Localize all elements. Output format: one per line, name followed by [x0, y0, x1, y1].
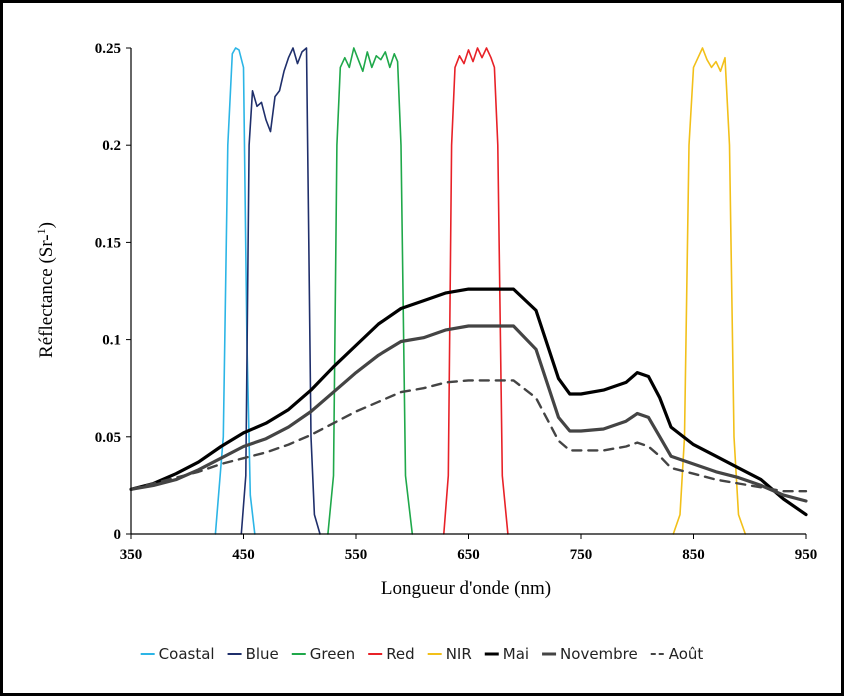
ticks: 350 450 550 650 750 850 950 0 0.05 0.1 0.15 0.2 0.25: [95, 41, 818, 563]
series-nir-line: [672, 47, 747, 535]
x-axis-title: Longueur d'onde (nm): [381, 578, 551, 599]
series-coastal-line: [214, 47, 256, 535]
legend-label-coastal: Coastal: [159, 645, 215, 663]
y-tick-label: 0.15: [95, 235, 121, 251]
y-tick-label: 0.1: [102, 333, 121, 349]
legend-label-mai: Mai: [503, 645, 529, 663]
y-axis-title-main: Réflectance (Sr-: [36, 234, 57, 358]
y-tick-label: 0: [114, 527, 122, 543]
y-tick-label: 0.2: [102, 138, 121, 154]
series-red-line: [442, 47, 509, 535]
y-tick-label: 0.05: [95, 430, 121, 446]
x-tick-label: 950: [795, 547, 818, 563]
x-tick-label: 850: [682, 547, 705, 563]
legend-label-nir: NIR: [446, 645, 472, 663]
x-tick-label: 350: [120, 547, 143, 563]
series-green-line: [327, 47, 414, 535]
legend: Coastal Blue Green Red NIR Mai Novembre Août: [140, 645, 704, 663]
x-tick-label: 650: [457, 547, 480, 563]
x-tick-label: 450: [232, 547, 255, 563]
y-axis-title: Réflectance (Sr-1): [34, 222, 57, 358]
x-tick-label: 750: [570, 547, 593, 563]
series-aot-line: [129, 379, 808, 493]
x-tick-label: 550: [345, 547, 368, 563]
y-axis-title-end: ): [36, 222, 57, 228]
series-novembre-line: [129, 324, 808, 503]
series-mai-line: [129, 287, 808, 517]
y-axis-title-sup: 1: [34, 228, 48, 234]
legend-label-green: Green: [310, 645, 355, 663]
plot-lines: [129, 47, 808, 535]
series-blue-line: [240, 47, 321, 535]
legend-label-novembre: Novembre: [560, 645, 638, 663]
legend-label-aot: Août: [669, 645, 704, 663]
y-tick-label: 0.25: [95, 41, 121, 57]
legend-label-blue: Blue: [246, 645, 279, 663]
legend-label-red: Red: [386, 645, 415, 663]
